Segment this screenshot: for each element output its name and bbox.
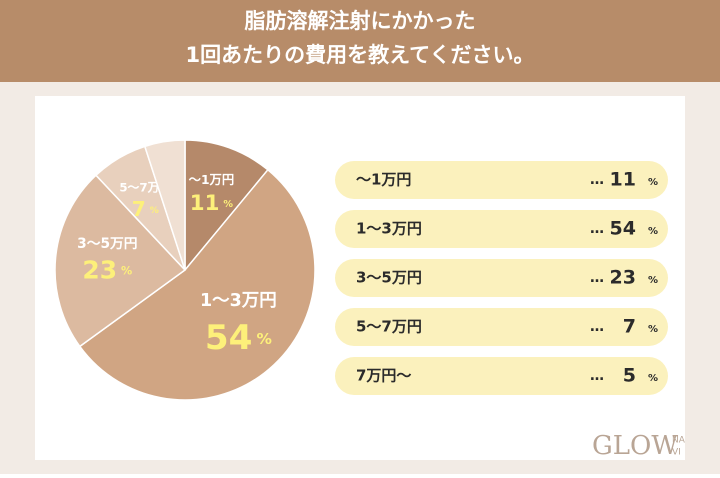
- chart-title: 脂肪溶解注射にかかった: [245, 9, 476, 33]
- legend-label: 7万円〜: [356, 367, 411, 385]
- legend-unit: %: [648, 226, 658, 237]
- pie-slice: [184, 139, 269, 273]
- header: [0, 0, 720, 82]
- legend-pill: [335, 161, 668, 199]
- legend-value: 11: [610, 169, 636, 191]
- legend-unit: %: [648, 177, 658, 188]
- legend-pill: [335, 259, 668, 297]
- legend-pill: [335, 210, 668, 248]
- legend-unit: %: [648, 275, 658, 286]
- legend-unit: %: [648, 373, 658, 384]
- legend-label: 5〜7万円: [356, 318, 422, 336]
- slice-value: 11%: [190, 191, 234, 216]
- slice-value-number: 7: [132, 196, 146, 220]
- slice-value-number: 54: [205, 317, 253, 357]
- legend-value: 7: [623, 316, 636, 338]
- legend-leader: …: [590, 368, 604, 384]
- slice-value: 23%: [82, 255, 132, 284]
- legend-label: 〜1万円: [356, 171, 411, 189]
- slice-label: 3〜5万円: [77, 236, 137, 252]
- legend-pill: [335, 357, 668, 395]
- legend-value: 5: [623, 365, 636, 387]
- legend-leader: …: [590, 270, 604, 286]
- slice-value: 54%: [205, 317, 272, 357]
- slice-label: 1〜3万円: [200, 291, 277, 311]
- legend-unit: %: [648, 324, 658, 335]
- chart-title: 1回あたりの費用を教えてください。: [186, 43, 535, 67]
- legend-label: 3〜5万円: [356, 269, 422, 287]
- logo: GLOW: [592, 431, 678, 461]
- legend: 〜1万円 … 11 % 1〜3万円 … 54 % 3〜5万円 … 23 % 5〜7万円 … 7 % 7万円〜 … 5…: [335, 161, 668, 395]
- slice-value-number: 11: [190, 191, 220, 216]
- slice-value-number: 23: [82, 255, 117, 284]
- legend-pill: [335, 308, 668, 346]
- slice-value-unit: %: [150, 205, 159, 215]
- logo-sub: NA: [672, 436, 686, 446]
- pie-slice: [143, 139, 186, 271]
- slice-value-unit: %: [223, 199, 233, 210]
- legend-leader: …: [590, 221, 604, 237]
- logo-sub: VI: [672, 448, 681, 458]
- slice-value-unit: %: [256, 329, 271, 347]
- legend-leader: …: [590, 319, 604, 335]
- pie-slice: [54, 174, 187, 348]
- legend-label: 1〜3万円: [356, 220, 422, 238]
- legend-value: 54: [610, 218, 636, 240]
- legend-leader: …: [590, 172, 604, 188]
- slice-value-unit: %: [121, 264, 132, 277]
- pie-slice: [78, 168, 316, 401]
- slice-value: 7%: [132, 196, 159, 220]
- slice-label: 〜1万円: [189, 173, 235, 187]
- legend-value: 23: [610, 267, 636, 289]
